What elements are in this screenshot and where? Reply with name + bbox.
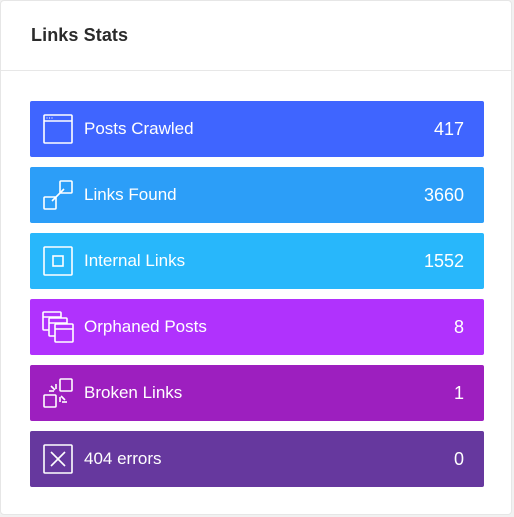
- stat-row-orphaned-posts[interactable]: Orphaned Posts 8: [30, 299, 484, 355]
- stat-label: Internal Links: [84, 251, 186, 270]
- browser-window-icon: [42, 113, 74, 145]
- stacked-windows-icon: [42, 311, 74, 343]
- stat-value: 8: [453, 316, 464, 337]
- card-title: Links Stats: [31, 25, 129, 45]
- stat-value: 1552: [423, 250, 464, 271]
- stat-row-internal-links[interactable]: Internal Links 1552: [30, 233, 484, 289]
- stat-row-404-errors[interactable]: 404 errors 0: [30, 431, 484, 487]
- stat-label: Broken Links: [84, 383, 183, 402]
- card-header: Links Stats: [1, 1, 511, 71]
- stat-label: 404 errors: [84, 449, 162, 468]
- x-box-icon: [42, 443, 74, 475]
- stat-row-broken-links[interactable]: Broken Links 1: [30, 365, 484, 421]
- stat-row-links-found[interactable]: Links Found 3660: [30, 167, 484, 223]
- link-chain-icon: [42, 179, 74, 211]
- stat-label: Posts Crawled: [84, 119, 194, 138]
- stats-list: Posts Crawled 417 Links Found 3660: [30, 101, 484, 497]
- stat-row-posts-crawled[interactable]: Posts Crawled 417: [30, 101, 484, 157]
- stat-value: 1: [453, 382, 464, 403]
- stat-value: 3660: [423, 184, 464, 205]
- stat-value: 417: [433, 118, 464, 139]
- square-in-square-icon: [42, 245, 74, 277]
- stat-value: 0: [453, 448, 464, 469]
- stat-label: Orphaned Posts: [84, 317, 207, 336]
- stat-label: Links Found: [84, 185, 177, 204]
- broken-link-icon: [42, 377, 74, 409]
